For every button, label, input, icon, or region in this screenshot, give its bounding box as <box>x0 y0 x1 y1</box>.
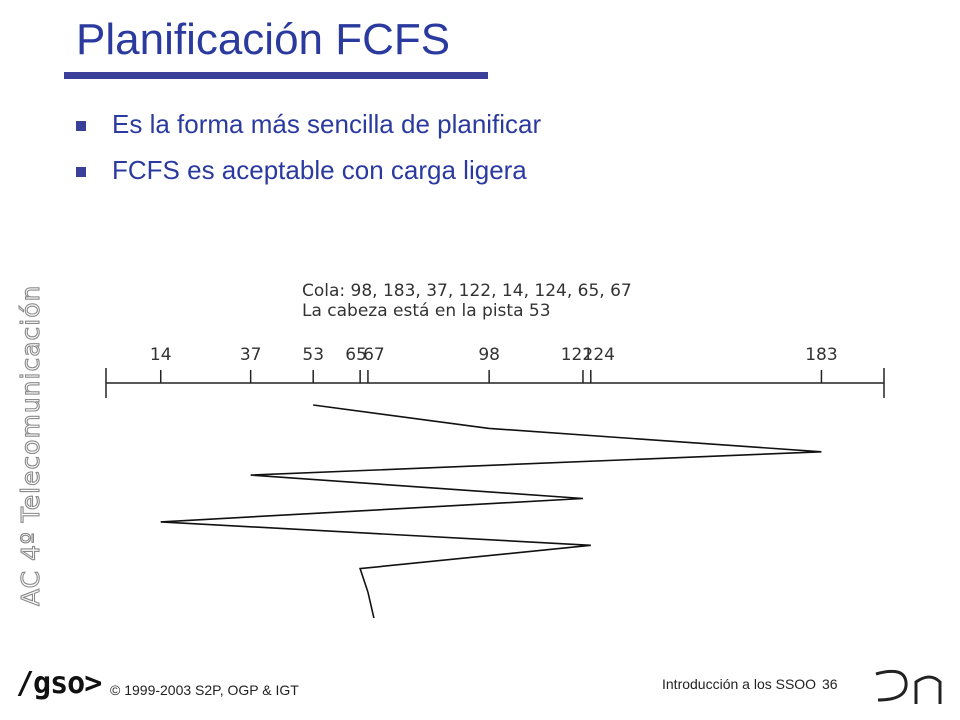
head-position-label: La cabeza está en la pista 53 <box>302 301 551 321</box>
square-bullet-icon <box>76 121 86 131</box>
track-label-122: 122 <box>561 345 593 365</box>
dn-logo-icon <box>875 669 942 704</box>
bullet-text: FCFS es aceptable con carga ligera <box>112 155 527 185</box>
track-label-124: 124 <box>583 345 615 365</box>
track-label-98: 98 <box>478 345 500 365</box>
track-label-65: 65 <box>345 345 367 365</box>
head-movement-path <box>160 404 822 593</box>
course-name: Introducción a los SSOO <box>662 676 817 692</box>
slide-title: Planificación FCFS <box>76 15 451 64</box>
bullet-text: Es la forma más sencilla de planificar <box>112 109 542 139</box>
bullet-item: FCFS es aceptable con carga ligera <box>76 150 541 196</box>
track-label-37: 37 <box>240 345 262 365</box>
square-bullet-icon <box>76 167 86 177</box>
bullet-list: Es la forma más sencilla de planificar F… <box>76 104 541 196</box>
track-label-14: 14 <box>150 345 172 365</box>
track-label-183: 183 <box>805 345 837 365</box>
bullet-item: Es la forma más sencilla de planificar <box>76 104 541 150</box>
queue-label: Cola: 98, 183, 37, 122, 14, 124, 65, 67 <box>302 281 632 301</box>
track-label-67: 67 <box>363 345 385 365</box>
page-number: 36 <box>821 676 838 692</box>
title-underline <box>64 72 488 79</box>
gso-logo: /gso> <box>16 666 102 701</box>
footer-page-info: Introducción a los SSOO 36 <box>662 676 838 692</box>
path-end-marker <box>367 591 375 619</box>
copyright-text: © 1999-2003 S2P, OGP & IGT <box>110 682 299 698</box>
track-label-53: 53 <box>302 345 324 365</box>
